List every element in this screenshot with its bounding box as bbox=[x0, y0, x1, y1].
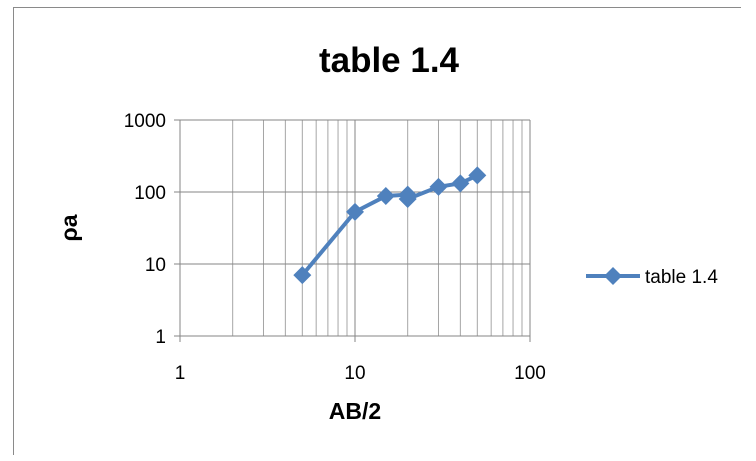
x-axis-ticks: 1 10 100 bbox=[175, 336, 546, 384]
y-axis-title: ρa bbox=[56, 214, 82, 241]
y-tick-label: 1 bbox=[155, 327, 166, 348]
grid bbox=[179, 119, 530, 337]
y-axis-ticks: 1 10 100 1000 bbox=[124, 111, 180, 348]
legend-marker bbox=[604, 267, 622, 285]
series-table-1-4 bbox=[293, 166, 487, 285]
chart-title: table 1.4 bbox=[319, 41, 460, 80]
x-axis-title: AB/2 bbox=[329, 398, 381, 424]
data-point bbox=[451, 174, 470, 193]
data-point bbox=[376, 186, 395, 205]
y-tick-label: 1000 bbox=[124, 111, 166, 132]
data-point bbox=[293, 266, 312, 285]
y-tick-label: 10 bbox=[145, 255, 166, 276]
data-point bbox=[398, 189, 417, 208]
x-tick-label: 10 bbox=[344, 363, 365, 384]
data-point bbox=[468, 166, 487, 185]
data-point bbox=[429, 177, 448, 196]
x-tick-label: 1 bbox=[175, 363, 186, 384]
data-point bbox=[346, 202, 364, 221]
y-tick-label: 100 bbox=[134, 183, 166, 204]
legend-label: table 1.4 bbox=[645, 267, 718, 288]
legend: table 1.4 bbox=[586, 267, 718, 288]
chart-frame bbox=[13, 7, 741, 455]
series-line bbox=[300, 173, 479, 277]
x-tick-label: 100 bbox=[514, 363, 546, 384]
